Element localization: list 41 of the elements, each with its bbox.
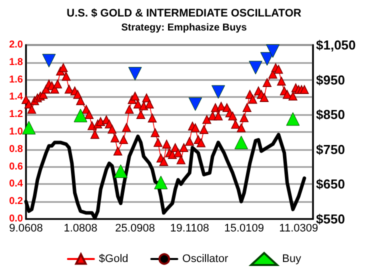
point (42, 54, 56, 68)
y2-tick-label: $850 (316, 107, 345, 122)
y2-tick-label: $550 (316, 212, 345, 226)
point (266, 44, 280, 58)
point (114, 164, 128, 178)
point (248, 60, 262, 74)
y-tick-label: 0.6 (9, 161, 24, 172)
y-tick-label: 0.8 (9, 144, 24, 155)
y2-tick-label: $650 (316, 176, 345, 192)
y-tick-label: 1.6 (9, 74, 24, 86)
y-tick-label: 1.2 (9, 109, 24, 120)
y-tick-label: 2.0 (9, 40, 24, 50)
point (154, 176, 168, 190)
legend-label: $Gold (98, 253, 128, 265)
point (212, 85, 226, 99)
chart-subtitle: Strategy: Emphasize Buys (121, 22, 248, 34)
point (188, 97, 202, 111)
legend-label: Buy (282, 253, 302, 265)
x-tick-label: 15.0109 (224, 222, 264, 234)
x-tick-label: 19.1108 (170, 222, 210, 234)
point (260, 52, 274, 66)
x-tick-label: 9.0608 (9, 222, 43, 234)
chart-title: U.S. $ GOLD & INTERMEDIATE OSCILLATOR (66, 8, 302, 20)
x-tick-label: 1.0808 (64, 222, 98, 234)
y-tick-label: 1.0 (9, 126, 24, 138)
legend-label: Oscillator (182, 253, 228, 265)
y-tick-label: 1.4 (9, 92, 24, 103)
y-tick-label: 0.0 (9, 214, 24, 224)
y2-tick-label: $750 (316, 142, 345, 157)
y2-tick-label: $950 (316, 72, 345, 88)
y2-tick-label: $1,050 (316, 38, 356, 52)
point (234, 136, 248, 150)
x-tick-label: 11.0309 (279, 222, 318, 234)
point (286, 112, 300, 126)
y-tick-label: 1.8 (9, 56, 24, 68)
point (74, 108, 88, 122)
y-tick-label: 0.2 (9, 196, 24, 208)
point (22, 120, 36, 134)
x-tick-label: 25.0908 (115, 222, 155, 234)
point (128, 66, 142, 80)
y-tick-label: 0.4 (9, 178, 24, 190)
